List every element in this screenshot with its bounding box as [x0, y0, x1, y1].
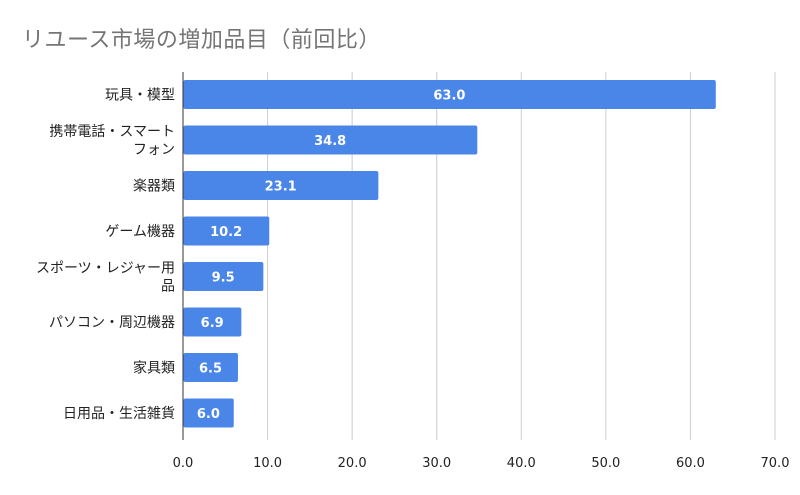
data-label-6: 6.5	[199, 362, 222, 377]
bar-0	[183, 80, 716, 109]
chart-title: リユース市場の増加品目（前回比）	[22, 28, 381, 53]
x-tick-label-0: 0.0	[173, 456, 194, 471]
bar-4	[183, 262, 264, 291]
bar-7	[183, 398, 234, 428]
category-label-5: パソコン・周辺機器	[49, 315, 175, 331]
category-label-6: 家具類	[133, 360, 175, 377]
data-label-2: 23.1	[265, 180, 297, 195]
category-label-4-line-0: スポーツ・レジャー用	[36, 261, 175, 277]
category-label-1-line-1: フォン	[133, 142, 175, 158]
x-tick-labels: 0.0 10.0 20.0 30.0 40.0 50.0 60.0 70.0	[173, 456, 790, 471]
x-tick-label-7: 70.0	[761, 456, 790, 471]
bar-5	[183, 307, 242, 337]
category-label-0: 玩具・模型	[105, 88, 175, 104]
bar-3	[183, 216, 270, 246]
bar-6	[183, 353, 238, 382]
category-label-2: 楽器類	[133, 179, 175, 195]
x-tick-label-2: 20.0	[338, 456, 367, 471]
data-label-0: 63.0	[433, 89, 465, 104]
category-label-7: 日用品・生活雑貨	[63, 405, 175, 422]
x-tick-label-5: 50.0	[591, 456, 620, 471]
x-tick-label-6: 60.0	[676, 456, 705, 471]
data-label-7: 6.0	[197, 407, 220, 422]
x-tick-label-1: 10.0	[253, 456, 282, 471]
x-tick-label-3: 30.0	[422, 456, 451, 471]
data-label-1: 34.8	[314, 134, 346, 149]
bar-1	[183, 125, 478, 155]
bars: 63.0 34.8 23.1 10.2 9.5 6.9 6.5 6.0	[183, 80, 716, 428]
data-label-5: 6.9	[201, 316, 224, 331]
category-labels: 玩具・模型携帯電話・スマートフォン楽器類ゲーム機器スポーツ・レジャー用品パソコン…	[36, 88, 175, 423]
bar-2	[183, 171, 379, 200]
data-label-3: 10.2	[210, 225, 242, 240]
category-label-3: ゲーム機器	[105, 224, 175, 240]
category-label-4-line-1: 品	[161, 279, 175, 295]
x-tick-label-4: 40.0	[507, 456, 536, 471]
category-label-1-line-0: 携帯電話・スマート	[49, 123, 175, 140]
data-label-4: 9.5	[212, 271, 235, 286]
